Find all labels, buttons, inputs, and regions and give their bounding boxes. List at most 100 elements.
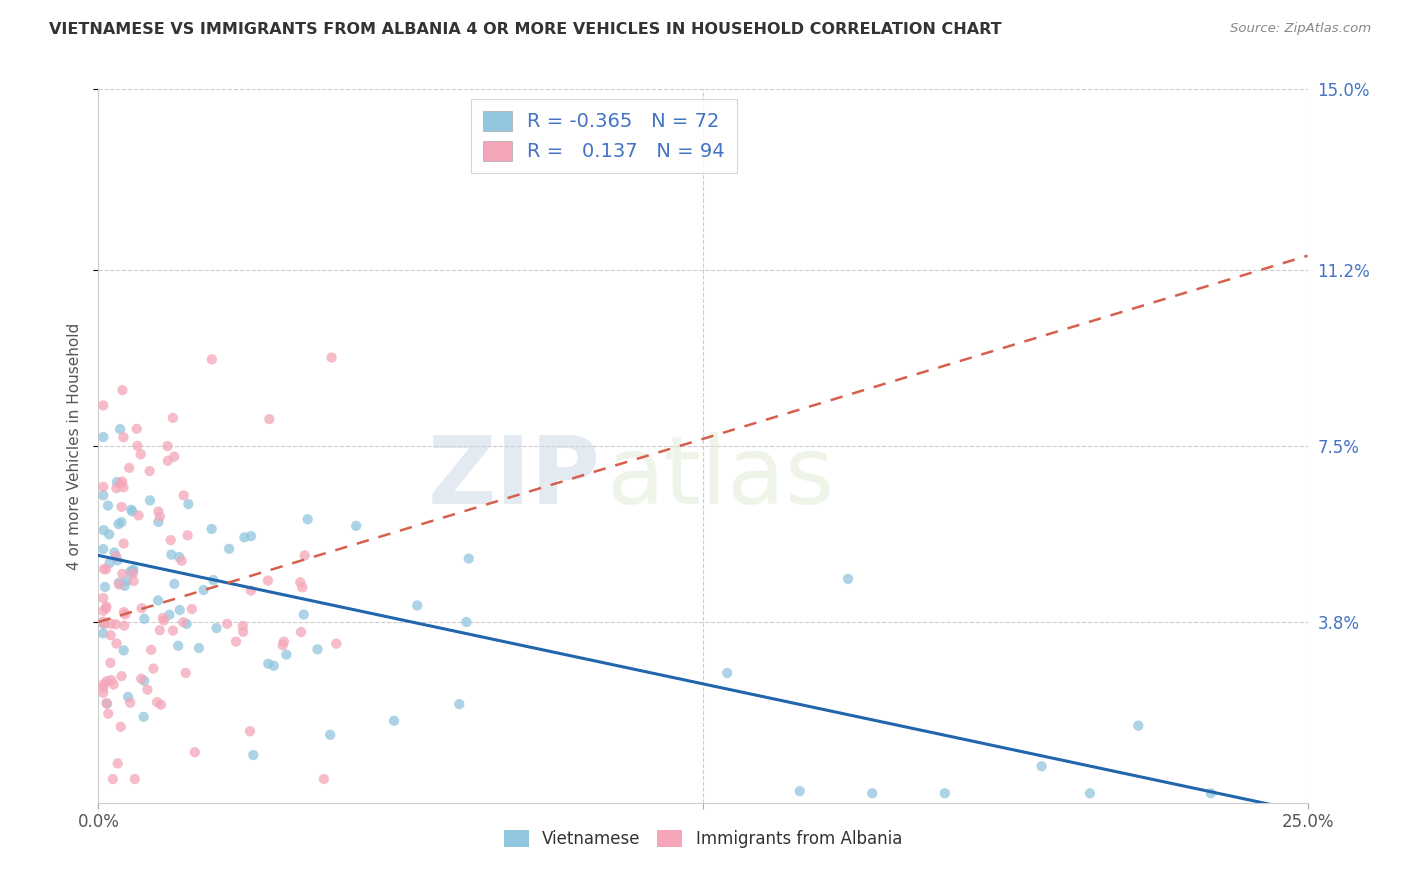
Point	[100, 616, 122, 631]
Point	[94, 562, 117, 576]
Point	[263, 658, 285, 673]
Point	[94, 601, 117, 615]
Point	[114, 607, 136, 622]
Point	[1031, 759, 1053, 773]
Point	[96, 674, 118, 689]
Point	[162, 624, 184, 638]
Point	[142, 662, 165, 676]
Point	[276, 648, 298, 662]
Point	[934, 786, 956, 800]
Point	[170, 554, 193, 568]
Point	[107, 756, 129, 771]
Point	[91, 430, 114, 444]
Point	[111, 475, 134, 489]
Point	[111, 566, 134, 581]
Point	[98, 556, 121, 570]
Point	[184, 745, 207, 759]
Point	[225, 634, 247, 648]
Point	[218, 541, 240, 556]
Point	[233, 530, 256, 544]
Point	[98, 527, 121, 541]
Point	[139, 493, 162, 508]
Point	[118, 460, 141, 475]
Point	[159, 533, 181, 548]
Point	[1078, 786, 1101, 800]
Point	[110, 476, 132, 491]
Point	[101, 772, 124, 786]
Point	[91, 399, 114, 413]
Point	[257, 657, 280, 671]
Point	[174, 665, 197, 680]
Point	[201, 352, 224, 367]
Point	[91, 542, 114, 557]
Point	[163, 450, 186, 464]
Point	[290, 575, 312, 590]
Point	[152, 611, 174, 625]
Point	[240, 529, 263, 543]
Point	[120, 696, 142, 710]
Point	[131, 601, 153, 615]
Point	[312, 772, 335, 786]
Point	[115, 574, 138, 588]
Point	[107, 575, 129, 590]
Point	[105, 481, 128, 495]
Point	[449, 697, 471, 711]
Point	[124, 772, 146, 786]
Point	[134, 612, 156, 626]
Point	[273, 634, 295, 648]
Point	[122, 566, 145, 581]
Point	[91, 686, 114, 700]
Point	[319, 728, 342, 742]
Point	[134, 673, 156, 688]
Point	[173, 488, 195, 502]
Point	[456, 615, 478, 629]
Point	[122, 563, 145, 577]
Point	[112, 480, 135, 494]
Point	[457, 551, 479, 566]
Point	[180, 602, 202, 616]
Point	[156, 454, 179, 468]
Point	[91, 615, 114, 629]
Point	[172, 615, 194, 630]
Point	[94, 616, 117, 631]
Point	[105, 636, 128, 650]
Point	[321, 351, 343, 365]
Point	[129, 672, 152, 686]
Point	[110, 515, 132, 529]
Point	[108, 422, 131, 436]
Point	[325, 637, 347, 651]
Point	[110, 669, 132, 683]
Point	[176, 528, 198, 542]
Point	[167, 639, 190, 653]
Point	[271, 638, 294, 652]
Point	[257, 574, 280, 588]
Point	[176, 616, 198, 631]
Point	[294, 549, 316, 563]
Point	[297, 512, 319, 526]
Point	[127, 439, 149, 453]
Point	[789, 784, 811, 798]
Text: VIETNAMESE VS IMMIGRANTS FROM ALBANIA 4 OR MORE VEHICLES IN HOUSEHOLD CORRELATIO: VIETNAMESE VS IMMIGRANTS FROM ALBANIA 4 …	[49, 22, 1002, 37]
Legend: Vietnamese, Immigrants from Albania: Vietnamese, Immigrants from Albania	[498, 823, 908, 855]
Point	[156, 439, 179, 453]
Point	[1128, 718, 1150, 732]
Point	[93, 562, 115, 576]
Point	[307, 642, 329, 657]
Text: Source: ZipAtlas.com: Source: ZipAtlas.com	[1230, 22, 1371, 36]
Point	[96, 697, 118, 711]
Point	[100, 628, 122, 642]
Point	[141, 642, 163, 657]
Point	[107, 516, 129, 531]
Point	[98, 656, 121, 670]
Point	[205, 621, 228, 635]
Point	[111, 383, 134, 397]
Point	[132, 710, 155, 724]
Point	[148, 515, 170, 529]
Point	[104, 617, 127, 632]
Point	[290, 625, 312, 640]
Point	[114, 579, 136, 593]
Point	[128, 508, 150, 523]
Y-axis label: 4 or more Vehicles in Household: 4 or more Vehicles in Household	[67, 322, 83, 570]
Point	[344, 519, 367, 533]
Point	[103, 545, 125, 559]
